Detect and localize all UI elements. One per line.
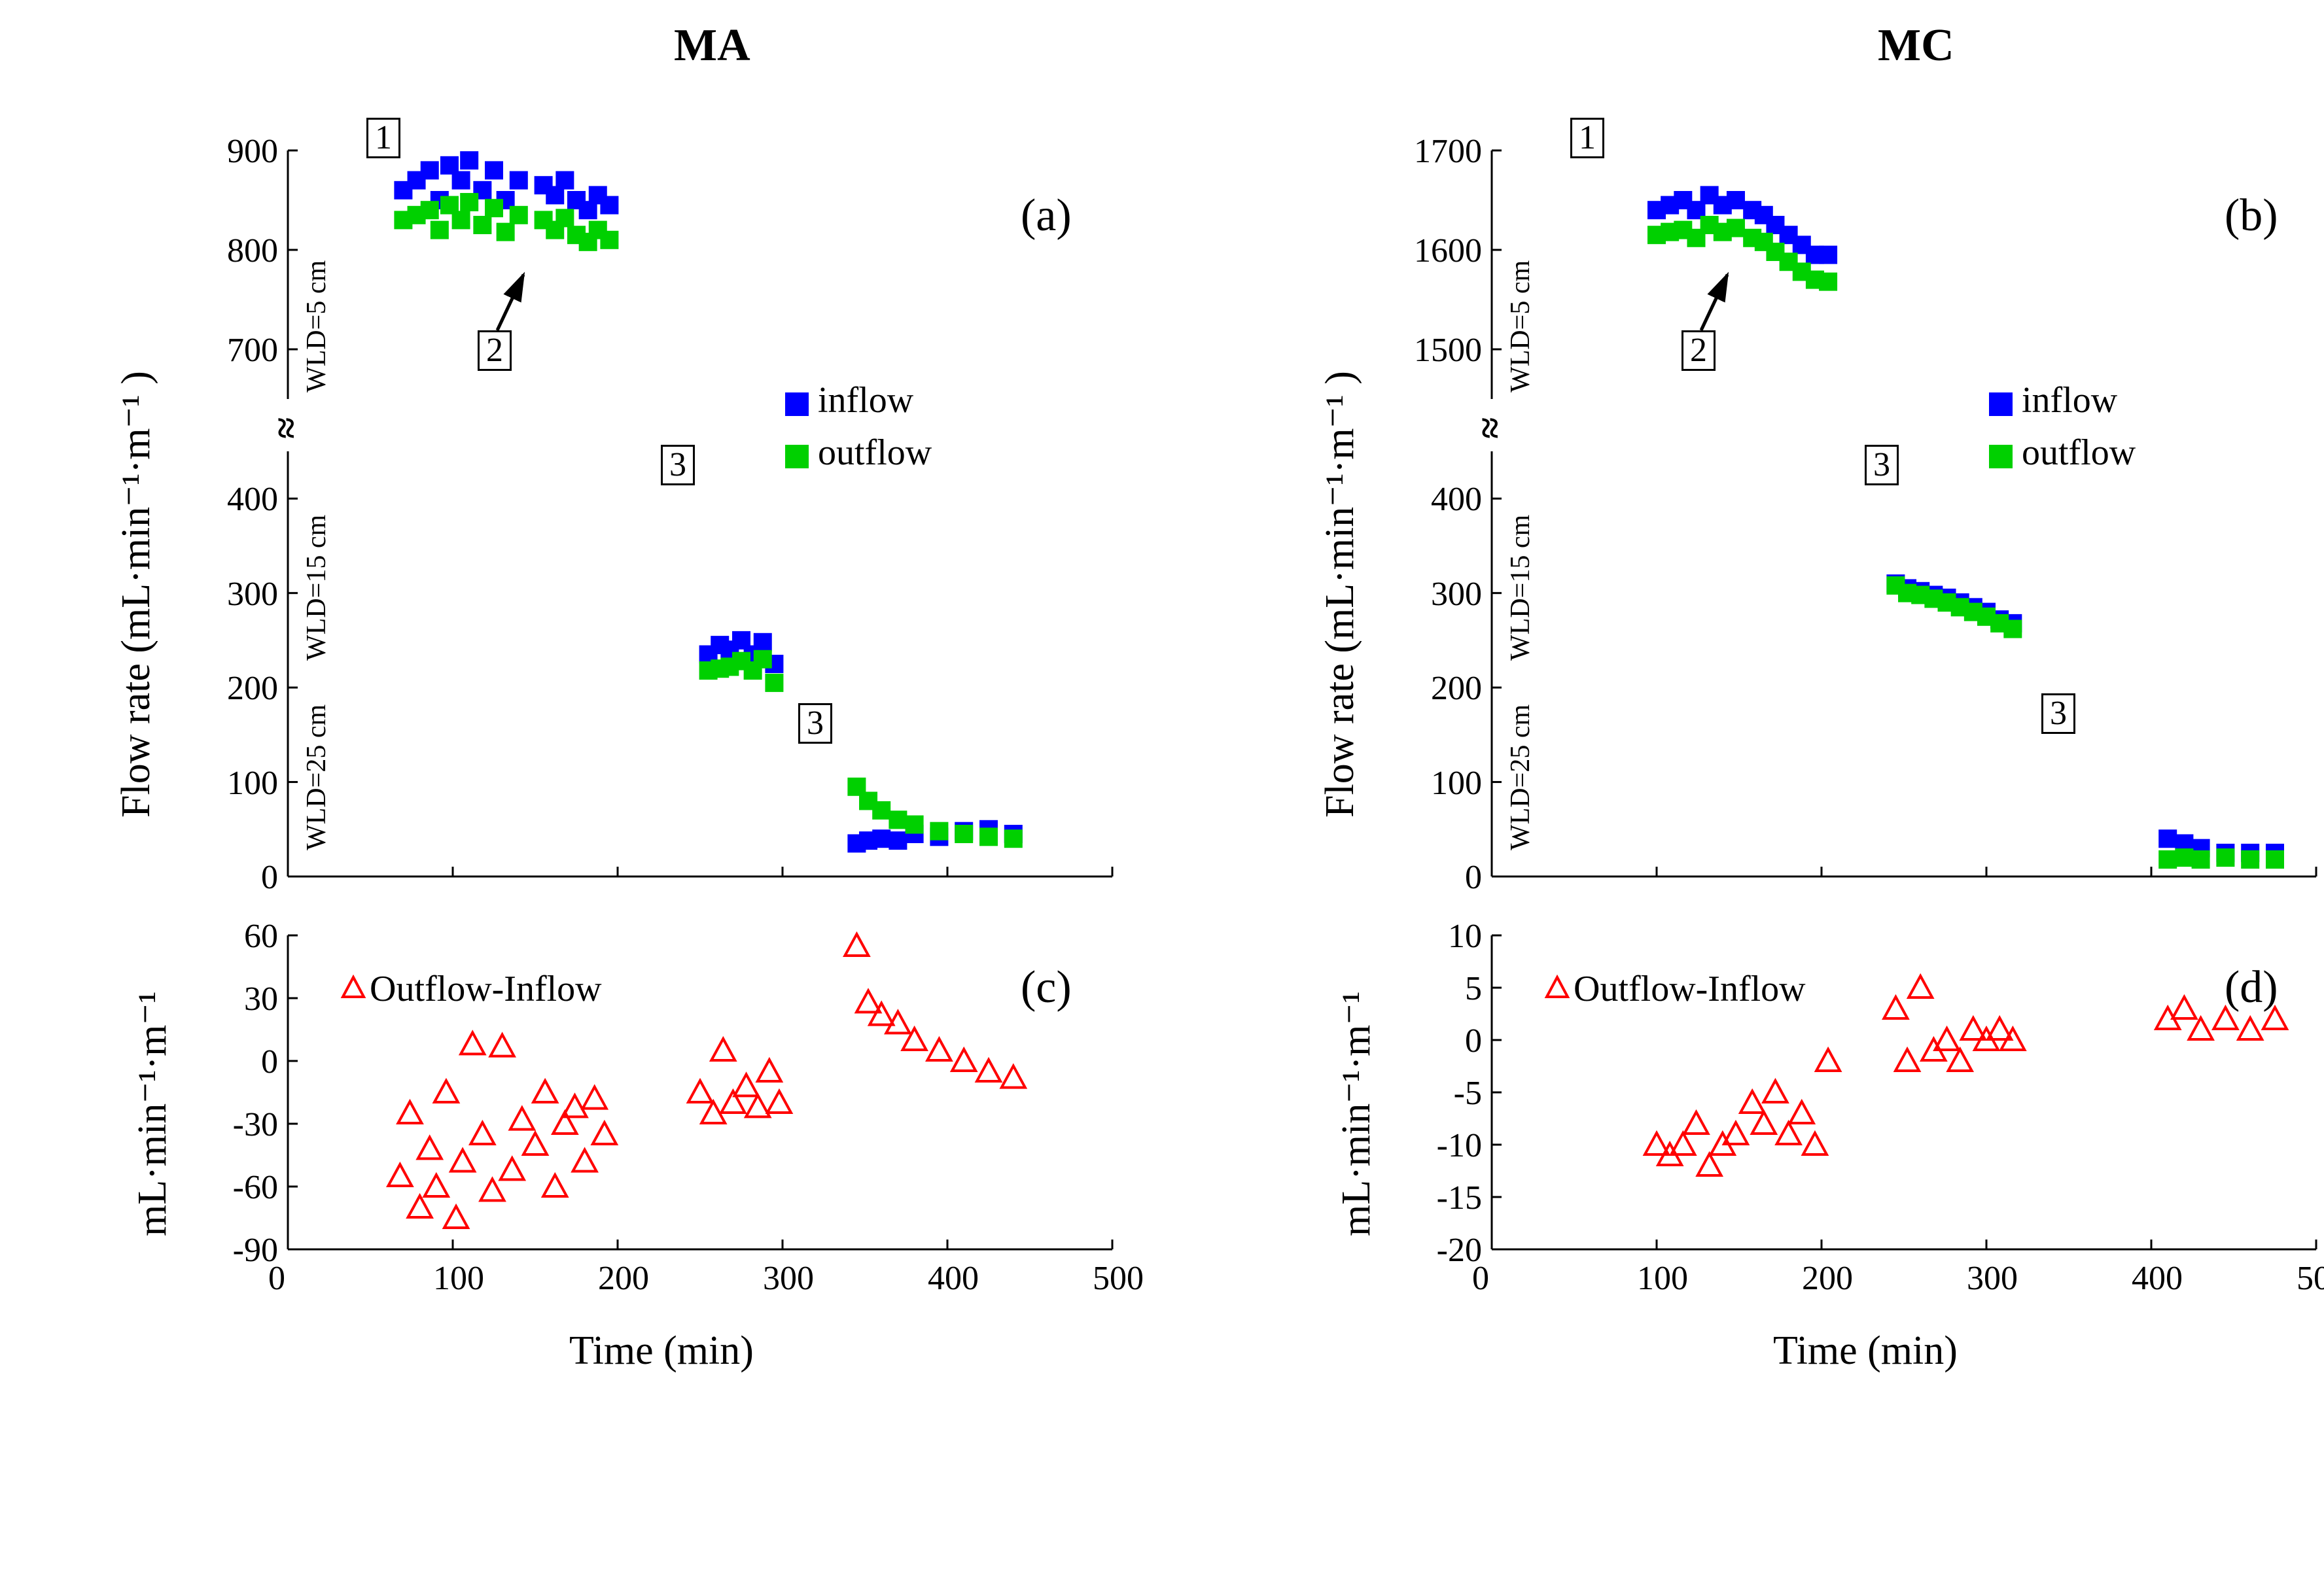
legend-text-inflow-b: inflow	[2022, 379, 2117, 421]
legend-swatch-inflow-b	[1989, 392, 2013, 416]
legend-swatch-inflow-a	[785, 392, 809, 416]
axis-break-b: ≈	[1467, 417, 1512, 439]
legend-swatch-diff-d	[1544, 975, 1570, 1001]
axis-break-a: ≈	[263, 417, 308, 439]
legend-swatch-outflow-a	[785, 445, 809, 468]
legend-text-outflow-a: outflow	[818, 432, 932, 474]
arrow-a	[0, 0, 2324, 1579]
legend-text-inflow-a: inflow	[818, 379, 913, 421]
legend-swatch-diff-c	[340, 975, 366, 1001]
legend-swatch-outflow-b	[1989, 445, 2013, 468]
figure-root: { "titles": { "left": "MA", "right": "MC…	[0, 0, 2324, 1579]
legend-text-diff-d: Outflow-Inflow	[1574, 968, 1806, 1010]
legend-text-diff-c: Outflow-Inflow	[370, 968, 602, 1010]
legend-text-outflow-b: outflow	[2022, 432, 2136, 474]
